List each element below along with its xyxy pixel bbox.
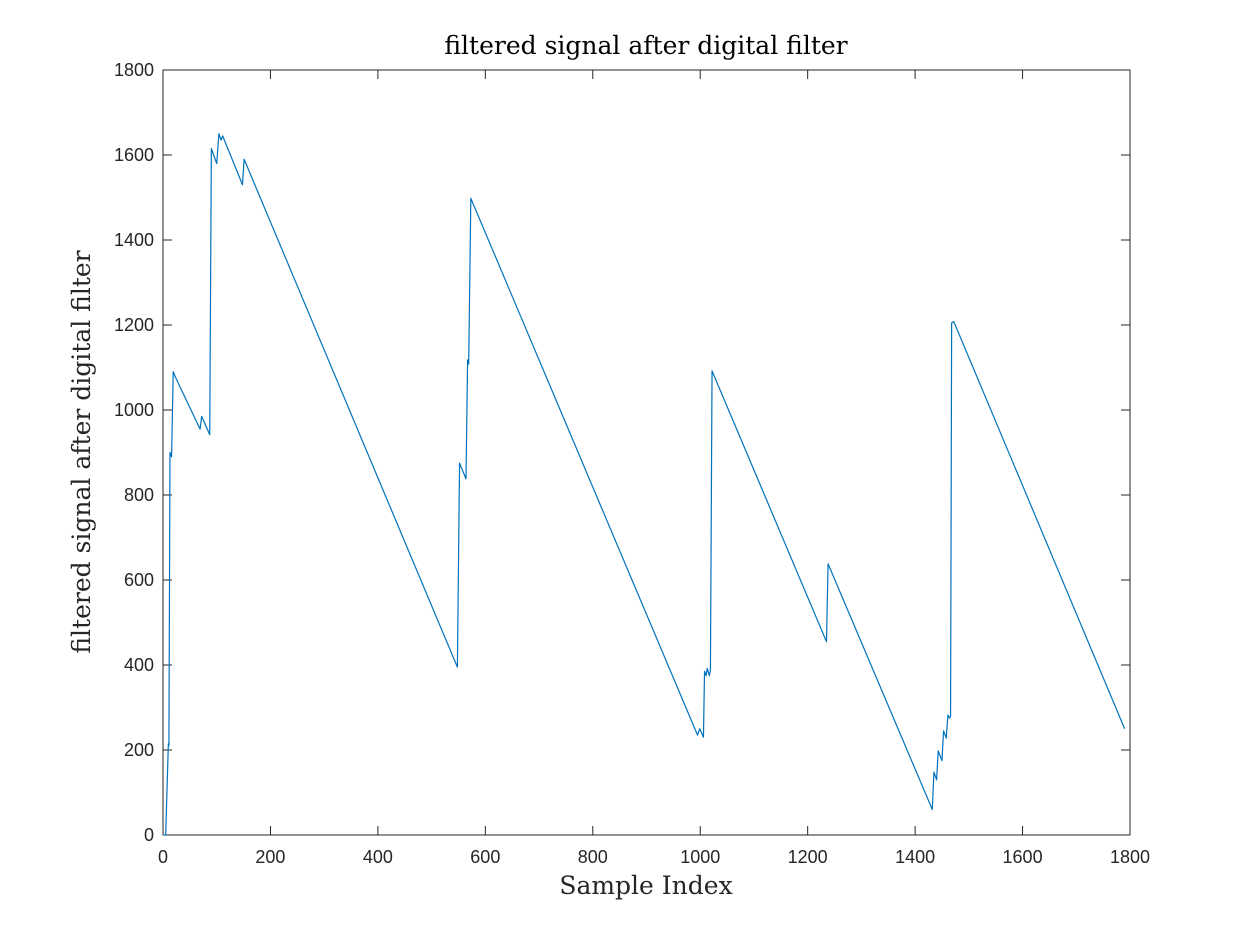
y-tick-label: 600	[124, 570, 154, 590]
y-tick-label: 800	[124, 485, 154, 505]
y-tick-label: 1800	[114, 60, 154, 80]
x-tick-label: 1800	[1110, 847, 1150, 867]
y-tick-label: 0	[144, 825, 154, 845]
y-axis-ticks: 0 200 400 600 800 1000 1200 1400 1600 1800	[114, 60, 1130, 845]
y-tick-label: 1600	[114, 145, 154, 165]
x-tick-label: 1600	[1003, 847, 1043, 867]
y-tick-label: 1000	[114, 400, 154, 420]
y-tick-label: 200	[124, 740, 154, 760]
x-tick-label: 200	[255, 847, 285, 867]
x-tick-label: 0	[158, 847, 168, 867]
chart-title: filtered signal after digital filter	[444, 31, 847, 60]
x-tick-label: 600	[470, 847, 500, 867]
x-tick-label: 800	[578, 847, 608, 867]
y-tick-label: 1200	[114, 315, 154, 335]
y-tick-label: 1400	[114, 230, 154, 250]
x-tick-label: 1200	[788, 847, 828, 867]
plot-area: 0 200 400 600 800 1000 1200 1400 1600 1800 0 200 40…	[114, 60, 1150, 867]
x-tick-label: 1000	[680, 847, 720, 867]
x-axis-label: Sample Index	[559, 871, 732, 900]
axes-box	[162, 69, 1131, 836]
x-axis-ticks: 0 200 400 600 800 1000 1200 1400 1600 1800	[158, 70, 1150, 867]
series-line-0	[163, 133, 1126, 836]
x-tick-label: 1400	[895, 847, 935, 867]
y-tick-label: 400	[124, 655, 154, 675]
x-tick-label: 400	[363, 847, 393, 867]
series-group	[163, 133, 1126, 836]
y-axis-label: filtered signal after digital filter	[67, 250, 96, 653]
